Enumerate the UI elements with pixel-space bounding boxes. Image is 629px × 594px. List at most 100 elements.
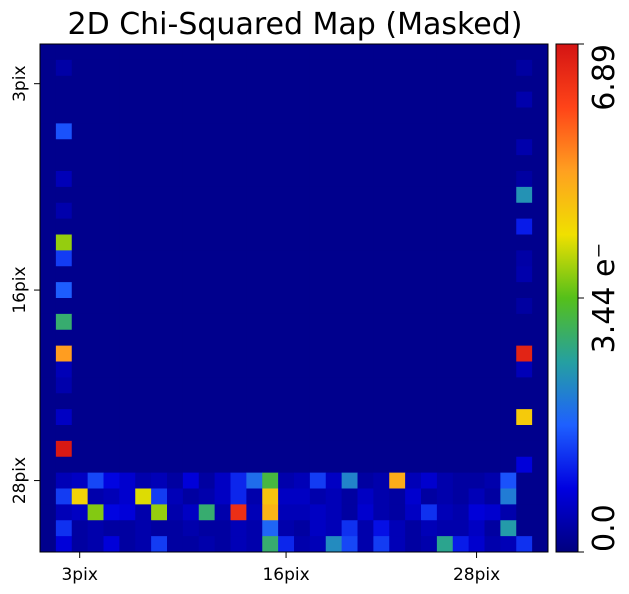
heatmap-cell (452, 440, 470, 458)
heatmap-cell (294, 123, 311, 140)
heatmap-cell (294, 186, 311, 204)
heatmap-cell (198, 313, 216, 331)
heatmap-cell (55, 472, 73, 489)
heatmap-cell (71, 59, 89, 77)
heatmap-cell (214, 472, 231, 489)
heatmap-cell (71, 234, 89, 251)
heatmap-cell (484, 345, 501, 362)
heatmap-cell (119, 91, 136, 108)
heatmap-cell (278, 488, 295, 505)
heatmap-cell (325, 123, 343, 140)
heatmap-cell (516, 282, 533, 299)
heatmap-cell (452, 234, 470, 251)
heatmap-cell (103, 329, 120, 347)
heatmap-cell (198, 107, 216, 124)
heatmap-cell (421, 440, 438, 458)
heatmap-cell (198, 456, 216, 474)
heatmap-cell (516, 504, 533, 521)
heatmap-cell (87, 234, 104, 251)
heatmap-cell (484, 472, 501, 489)
heatmap-cell (262, 202, 279, 220)
heatmap-cell (246, 329, 263, 347)
heatmap-cell (214, 123, 231, 140)
heatmap-cell (55, 91, 73, 108)
heatmap-cell (341, 456, 358, 474)
heatmap-cell (87, 536, 104, 553)
heatmap-cell (309, 123, 327, 140)
heatmap-cell (516, 107, 533, 124)
heatmap-cell (452, 282, 470, 299)
heatmap-cell (436, 393, 454, 410)
heatmap-cell (452, 266, 470, 283)
heatmap-cell (309, 155, 327, 172)
heatmap-cell (325, 361, 343, 378)
heatmap-cell (55, 361, 73, 378)
heatmap-cell (325, 520, 343, 537)
heatmap-cell (452, 202, 470, 220)
heatmap-cell (325, 472, 343, 489)
heatmap-cell (230, 504, 247, 521)
heatmap-cell (325, 155, 343, 172)
heatmap-cell (230, 139, 247, 156)
heatmap-cell (421, 536, 438, 553)
heatmap-cell (373, 282, 390, 299)
heatmap-cell (167, 59, 184, 77)
heatmap-cell (325, 298, 343, 315)
heatmap-cell (167, 409, 184, 426)
heatmap-cell (214, 171, 231, 188)
heatmap-cell (484, 234, 501, 251)
heatmap-cell (182, 504, 200, 521)
heatmap-cell (421, 345, 438, 362)
heatmap-cell (151, 44, 168, 61)
heatmap-cell (182, 377, 200, 394)
heatmap-cell (262, 218, 279, 235)
heatmap-cell (357, 536, 374, 553)
heatmap-cell (55, 282, 73, 299)
heatmap-cell (341, 91, 358, 108)
heatmap-cell (468, 520, 485, 537)
heatmap-cell (182, 313, 200, 331)
heatmap-cell (103, 520, 120, 537)
heatmap-cell (167, 75, 184, 93)
heatmap-cell (389, 234, 406, 251)
heatmap-cell (246, 107, 263, 124)
heatmap-cell (230, 107, 247, 124)
heatmap-cell (452, 345, 470, 362)
heatmap-cell (135, 393, 152, 410)
heatmap-cell (452, 409, 470, 426)
heatmap-cell (341, 520, 358, 537)
heatmap-cell (325, 202, 343, 220)
heatmap-cell (452, 123, 470, 140)
heatmap-cell (262, 266, 279, 283)
heatmap-cell (214, 456, 231, 474)
heatmap-cell (71, 298, 89, 315)
heatmap-cell (500, 520, 517, 537)
heatmap-cell (389, 44, 406, 61)
heatmap-cell (246, 504, 263, 521)
heatmap-cell (436, 123, 454, 140)
heatmap-cell (436, 456, 454, 474)
heatmap-cell (119, 536, 136, 553)
heatmap-cell (405, 107, 422, 124)
heatmap-cell (532, 425, 549, 442)
heatmap-cell (198, 504, 216, 521)
heatmap-cell (182, 171, 200, 188)
heatmap-cell (55, 504, 73, 521)
heatmap-cell (40, 520, 57, 537)
heatmap-cell (71, 282, 89, 299)
heatmap-cell (230, 202, 247, 220)
heatmap-cell (262, 504, 279, 521)
heatmap-cell (325, 59, 343, 77)
heatmap-cell (71, 472, 89, 489)
heatmap-cell (230, 218, 247, 235)
heatmap-cell (468, 123, 485, 140)
heatmap-cell (452, 393, 470, 410)
heatmap-cell (468, 282, 485, 299)
heatmap-cell (87, 186, 104, 204)
heatmap-cell (151, 282, 168, 299)
heatmap-cell (294, 75, 311, 93)
heatmap-cell (325, 313, 343, 331)
heatmap-cell (262, 377, 279, 394)
heatmap-cell (341, 218, 358, 235)
heatmap-cell (405, 298, 422, 315)
